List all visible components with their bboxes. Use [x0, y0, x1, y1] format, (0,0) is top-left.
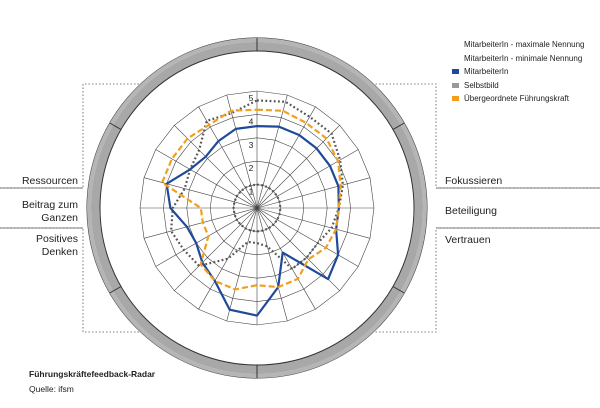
- legend-label-max: MitarbeiterIn - maximale Nennung: [464, 40, 585, 50]
- legend-item-fuehrungskraft: Übergeordnete Führungskraft: [452, 92, 598, 106]
- legend-label-fuehrungskraft: Übergeordnete Führungskraft: [464, 94, 569, 104]
- group-label-ressourcen: Ressourcen: [21, 175, 78, 187]
- series-line-1: [232, 183, 282, 233]
- grid-spoke: [198, 106, 258, 209]
- ring-segment-divider: [392, 122, 405, 130]
- tick-label-1: 1: [249, 187, 254, 197]
- group-label-positives-denken: Positives Denken: [35, 233, 78, 258]
- legend-label-min: MitarbeiterIn - minimale Nennung: [464, 53, 583, 63]
- grid-spoke: [256, 94, 288, 209]
- grid-spoke: [256, 207, 316, 310]
- legend-swatch-selbstbild: [452, 82, 459, 88]
- ring-segment-divider: [392, 286, 405, 294]
- legend-item-selbstbild: Selbstbild: [452, 79, 598, 93]
- tick-label-3: 3: [249, 140, 254, 150]
- grid-spoke: [174, 207, 258, 291]
- legend-label-mitarbeiter: MitarbeiterIn: [464, 67, 509, 77]
- legend-item-mitarbeiter: MitarbeiterIn: [452, 65, 598, 79]
- grid-spoke: [198, 207, 258, 310]
- grid-spoke: [256, 177, 371, 209]
- radial-tick-labels: 1 2 3 4 5: [249, 93, 254, 197]
- grid-spoke: [143, 177, 258, 209]
- bracket-top-left: [0, 83, 146, 189]
- legend-swatch-fuehrungskraft: [452, 96, 459, 102]
- grid-spoke: [155, 207, 258, 267]
- grid-spoke: [226, 94, 258, 209]
- tick-label-4: 4: [249, 116, 254, 126]
- ring-segment-divider: [109, 286, 122, 294]
- series-line-4: [161, 108, 342, 291]
- legend-item-max: MitarbeiterIn - maximale Nennung: [452, 38, 598, 52]
- legend-item-min: MitarbeiterIn - minimale Nennung: [452, 52, 598, 66]
- grid-spoke: [256, 207, 288, 322]
- legend-swatch-min: [452, 56, 459, 61]
- tick-label-2: 2: [249, 163, 254, 173]
- legend-swatch-max: [452, 42, 459, 47]
- series-line-2: [165, 124, 340, 317]
- group-label-beitrag: Beitrag zum Ganzen: [21, 199, 78, 224]
- legend: MitarbeiterIn - maximale Nennung Mitarbe…: [452, 38, 598, 106]
- grid-spoke: [256, 149, 359, 209]
- chart-source: Quelle: ifsm: [29, 384, 74, 394]
- group-brackets: [0, 83, 600, 333]
- group-label-fokussieren: Fokussieren: [445, 175, 503, 187]
- series-lines: [161, 99, 344, 317]
- tick-label-5: 5: [249, 93, 254, 103]
- bracket-bottom-left: [0, 227, 146, 333]
- grid-spoke: [226, 207, 258, 322]
- legend-label-selbstbild: Selbstbild: [464, 80, 499, 90]
- grid-spoke: [143, 207, 258, 239]
- grid-spoke: [155, 149, 258, 209]
- grid-spoke: [256, 106, 316, 209]
- legend-swatch-mitarbeiter: [452, 69, 459, 75]
- ring-segment-divider: [109, 122, 122, 130]
- group-label-vertrauen: Vertrauen: [445, 234, 491, 246]
- chart-title: Führungskräftefeedback-Radar: [29, 369, 156, 379]
- grid-spoke: [256, 207, 359, 267]
- group-label-beteiligung: Beteiligung: [445, 205, 497, 217]
- grid-spoke: [256, 207, 371, 239]
